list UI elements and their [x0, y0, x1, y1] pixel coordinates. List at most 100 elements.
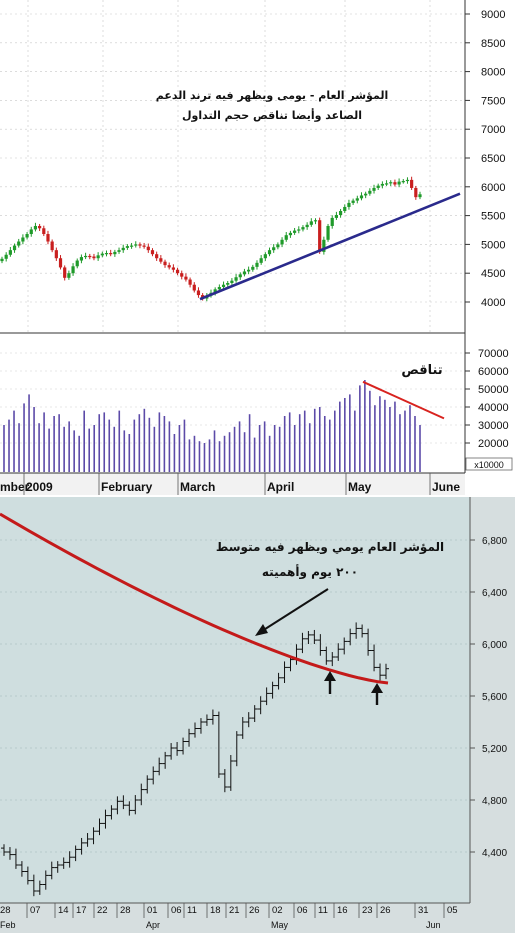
price-candle-body: [322, 239, 326, 252]
price-candle-body: [4, 254, 8, 259]
price-candle-body: [155, 254, 159, 259]
price-candle-body: [12, 245, 17, 251]
price-candle-body: [8, 250, 12, 255]
moving-average-200-line: [0, 512, 389, 685]
price-candle-body: [368, 190, 372, 194]
price-candle-body: [50, 241, 54, 251]
price-tick-label: 9000: [481, 9, 505, 21]
price-candle-body: [63, 267, 67, 278]
price-candle-body: [247, 269, 251, 272]
price-candle-body: [251, 266, 255, 270]
ma-chart-background: [0, 497, 470, 903]
volume-tick-label: 40000: [478, 402, 509, 414]
price-title-line2: الصاعد وأيضا تناقص حجم التداول: [182, 108, 362, 122]
price-candle-body: [180, 273, 184, 277]
ma-tick-label: 6,000: [482, 640, 507, 651]
price-candle-body: [313, 220, 318, 222]
price-candle-body: [326, 225, 330, 240]
ma-tick-label: 5,600: [482, 692, 507, 703]
price-tick-label: 8500: [481, 38, 505, 50]
price-candle-body: [184, 276, 188, 280]
price-candle-body: [376, 185, 380, 188]
price-candle-body: [138, 244, 142, 246]
price-candle-body: [25, 234, 29, 238]
price-candle-body: [46, 234, 50, 242]
price-candle-body: [33, 225, 38, 230]
price-candle-body: [226, 282, 230, 285]
price-candle-body: [0, 258, 4, 262]
price-candle-body: [414, 187, 418, 198]
price-candle-body: [146, 246, 150, 251]
price-candle-body: [88, 255, 92, 258]
volume-unit-label: x10000: [474, 460, 504, 470]
price-candle-body: [171, 267, 175, 270]
month-label: February: [101, 480, 153, 494]
volume-tick-label: 70000: [478, 348, 509, 360]
price-candle-body: [230, 280, 234, 283]
price-candle-body: [418, 194, 422, 198]
price-candle-body: [293, 230, 297, 233]
ma-date-label: 02: [272, 905, 283, 916]
price-candle-body: [192, 284, 196, 291]
ma-date-label: 28: [120, 905, 131, 916]
ma-date-label: 17: [76, 905, 87, 916]
price-candle-body: [255, 262, 259, 267]
price-candle-body: [79, 257, 84, 261]
price-candle-body: [318, 220, 322, 252]
ma-date-label: 11: [187, 905, 197, 916]
price-candle-body: [129, 245, 134, 247]
price-candle-body: [213, 289, 217, 293]
price-candle-body: [54, 250, 58, 259]
support-arrow-2: [371, 683, 383, 705]
price-candle-body: [188, 279, 192, 285]
price-candle-body: [276, 244, 280, 248]
price-candle-body: [117, 250, 121, 252]
volume-bars: [3, 380, 421, 472]
price-candle-body: [217, 287, 221, 290]
price-candle-body: [29, 229, 33, 235]
price-candle-body: [84, 255, 88, 258]
price-candle-body: [263, 254, 267, 259]
ma-date-labels: 28 07 14 17 22 28 01 06 11 18 21 26 02 06 11 16 23 26 31 05…: [0, 903, 458, 930]
price-tick-label: 4500: [481, 268, 505, 280]
time-axis-strip: [0, 473, 465, 495]
price-candle-body: [393, 182, 397, 185]
price-candle-body: [305, 224, 309, 228]
volume-tick-label: 60000: [478, 366, 509, 378]
price-candle-body: [380, 183, 384, 186]
callout-arrow-line: [261, 588, 329, 632]
price-candle-body: [267, 250, 272, 255]
price-tick-label: 6000: [481, 182, 505, 194]
price-candle-body: [75, 260, 79, 267]
price-candle-body: [100, 253, 104, 256]
ma-date-label: 06: [297, 905, 308, 916]
price-candle-body: [364, 193, 368, 196]
volume-tick-label: 50000: [478, 384, 509, 396]
price-candle-body: [242, 271, 247, 275]
price-candle-body: [38, 225, 42, 229]
volume-panel-background: [0, 333, 515, 473]
price-candle-body: [330, 217, 334, 226]
ma-date-label: 23: [362, 905, 373, 916]
ma-date-label: 22: [97, 905, 108, 916]
ma-month-label: Jun: [426, 920, 441, 930]
price-candle-body: [397, 181, 401, 185]
ma-tick-label: 5,200: [482, 744, 507, 755]
price-candle-body: [410, 179, 414, 188]
price-tick-label: 7500: [481, 95, 505, 107]
ma-date-label: 01: [147, 905, 158, 916]
price-candle-body: [67, 273, 71, 278]
price-candle-body: [401, 181, 405, 183]
price-candle-body: [113, 251, 117, 255]
volume-tick-label: 20000: [478, 438, 509, 450]
ma-date-label: 26: [380, 905, 391, 916]
month-label: May: [348, 480, 372, 494]
month-label: mber: [0, 480, 30, 494]
price-candle-body: [405, 179, 410, 182]
price-candle-body: [96, 255, 100, 259]
ma-date-label: 26: [249, 905, 260, 916]
price-y-ticks: 9000 8500 8000 7500 7000 6500 6000 5500 5000 4500…: [465, 9, 505, 309]
volume-decline-line: [362, 380, 445, 420]
price-candle-body: [359, 195, 364, 199]
